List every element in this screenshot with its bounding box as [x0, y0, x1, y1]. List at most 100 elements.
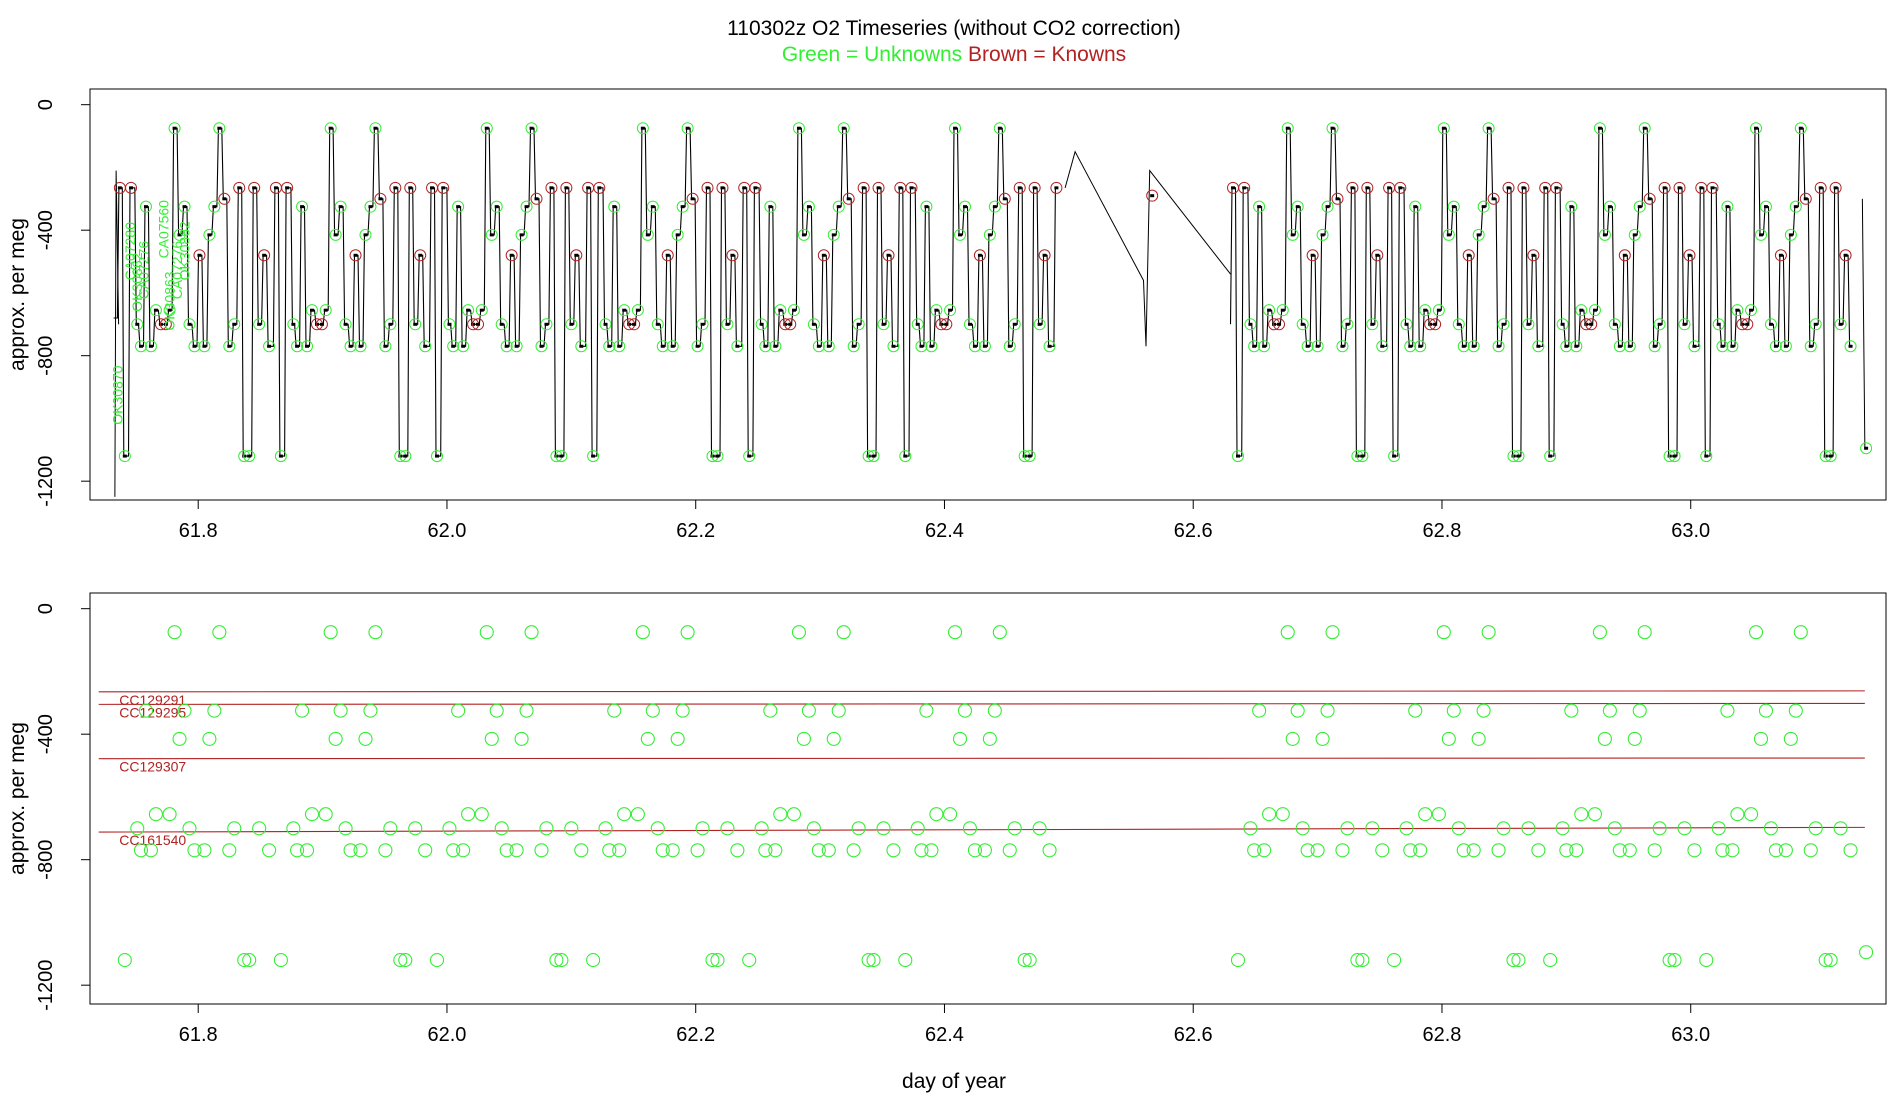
unknown-point-marker — [118, 450, 131, 463]
unknown-point-marker — [1789, 200, 1802, 213]
data-point-dot — [1345, 322, 1350, 326]
unknown-point-marker — [1263, 304, 1276, 317]
unknown-scatter-point — [680, 625, 695, 640]
unknown-point-marker — [1784, 228, 1797, 241]
unknown-point-marker — [681, 122, 694, 135]
data-point-dot — [768, 205, 773, 209]
data-point-dot — [456, 205, 461, 209]
data-point-dot — [1433, 322, 1438, 326]
unknown-scatter-point — [1335, 843, 1350, 858]
data-point-dot — [232, 322, 237, 326]
data-point-dot — [1007, 344, 1012, 348]
unknown-point-marker — [1613, 340, 1626, 353]
data-point-dot — [129, 186, 134, 190]
unknown-scatter-point — [1768, 843, 1783, 858]
data-point-dot — [788, 322, 793, 326]
unknown-point-marker — [384, 318, 397, 331]
sample-annotation: CA07276 — [135, 241, 151, 300]
unknown-point-marker — [1400, 318, 1413, 331]
unknown-scatter-point — [323, 625, 338, 640]
data-point-dot — [1022, 454, 1027, 458]
data-point-dot — [138, 344, 143, 348]
data-point-dot — [295, 344, 300, 348]
unknown-scatter-point — [167, 625, 182, 640]
unknown-scatter-point — [1559, 843, 1574, 858]
unknown-point-marker — [1341, 318, 1354, 331]
data-point-dot — [1720, 344, 1725, 348]
data-point-dot — [1285, 126, 1290, 130]
data-point-dot — [1032, 186, 1037, 190]
data-point-dot — [1579, 308, 1584, 312]
unknown-point-marker — [1043, 340, 1056, 353]
unknown-point-marker — [525, 122, 538, 135]
known-point-marker — [686, 192, 699, 205]
unknown-point-marker — [1404, 340, 1417, 353]
known-point-marker — [389, 181, 402, 194]
data-point-dot — [1242, 186, 1247, 190]
unknown-scatter-point — [919, 703, 934, 718]
data-point-dot — [763, 344, 768, 348]
bottom-x-tick-label: 62.0 — [427, 1024, 466, 1046]
data-point-dot — [632, 322, 637, 326]
data-point-dot — [1833, 186, 1838, 190]
unknown-point-marker — [409, 318, 422, 331]
known-point-marker — [1306, 249, 1319, 262]
data-point-dot — [358, 344, 363, 348]
unknown-scatter-point — [924, 843, 939, 858]
data-point-dot — [544, 322, 549, 326]
unknown-point-marker — [915, 340, 928, 353]
data-point-dot — [579, 344, 584, 348]
unknown-scatter-point — [1647, 843, 1662, 858]
unknown-point-marker — [755, 318, 768, 331]
unknown-scatter-point — [1715, 843, 1730, 858]
unknown-scatter-point — [451, 703, 466, 718]
data-point-dot — [418, 253, 423, 257]
unknown-scatter-point — [586, 953, 601, 968]
unknown-scatter-point — [670, 731, 685, 746]
data-point-dot — [881, 322, 886, 326]
data-point-dot — [948, 308, 953, 312]
known-point-marker — [857, 181, 870, 194]
unknown-point-marker — [208, 200, 221, 213]
unknown-scatter-point — [821, 843, 836, 858]
data-point-dot — [675, 233, 680, 237]
data-point-dot — [1330, 126, 1335, 130]
unknown-scatter-point — [851, 821, 866, 836]
data-point-dot — [333, 233, 338, 237]
unknown-scatter-point — [378, 843, 393, 858]
unknown-point-marker — [443, 318, 456, 331]
unknown-scatter-point — [1667, 953, 1682, 968]
unknown-point-marker — [930, 304, 943, 317]
unknown-point-marker — [1633, 200, 1646, 213]
x-axis-label: day of year — [902, 1070, 1006, 1093]
unknown-point-marker — [832, 200, 845, 213]
unknown-scatter-point — [1320, 703, 1335, 718]
unknown-point-marker — [1678, 318, 1691, 331]
data-point-dot — [1560, 322, 1565, 326]
data-point-dot — [192, 344, 197, 348]
chart-subtitle: Green = Unknowns Brown = Knowns — [782, 43, 1126, 66]
data-point-dot — [1506, 186, 1511, 190]
unknown-point-marker — [949, 122, 962, 135]
unknown-scatter-point — [1833, 821, 1848, 836]
unknown-scatter-point — [1399, 821, 1414, 836]
data-point-dot — [1408, 344, 1413, 348]
unknown-scatter-point — [957, 703, 973, 718]
unknown-scatter-point — [130, 821, 145, 836]
data-point-dot — [939, 322, 944, 326]
data-point-dot — [252, 186, 257, 190]
data-point-dot — [929, 344, 934, 348]
data-point-dot — [1798, 126, 1803, 130]
unknown-scatter-point — [742, 953, 757, 968]
unknown-point-marker — [198, 340, 211, 353]
unknown-scatter-point — [143, 843, 158, 858]
known-point-marker — [1829, 181, 1842, 194]
data-point-dot — [821, 253, 826, 257]
unknown-scatter-point — [730, 843, 745, 858]
unknown-scatter-point — [952, 731, 968, 746]
unknown-scatter-point — [398, 953, 413, 968]
unknown-scatter-point — [1295, 821, 1310, 836]
sample-annotation: OK30870 — [109, 365, 125, 424]
top-y-tick-label: -400 — [35, 210, 57, 250]
unknown-point-marker — [339, 318, 352, 331]
